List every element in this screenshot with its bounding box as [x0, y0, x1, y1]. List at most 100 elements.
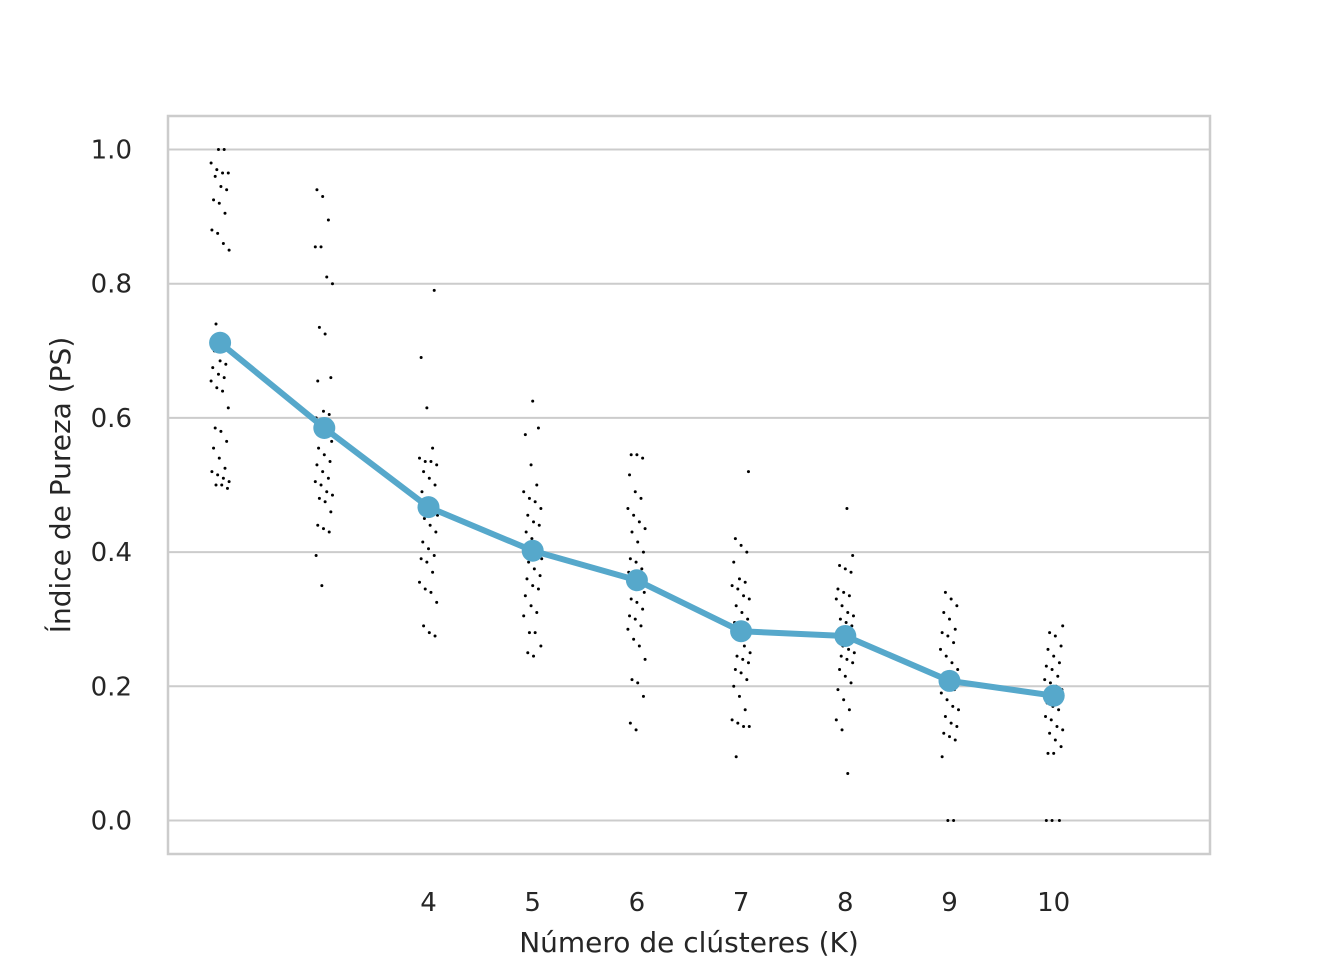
scatter-point — [527, 496, 531, 500]
scatter-point — [641, 607, 645, 611]
scatter-point — [316, 523, 320, 527]
scatter-point — [844, 621, 848, 625]
scatter-point — [431, 446, 435, 450]
scatter-point — [221, 476, 225, 480]
scatter-point — [746, 470, 750, 474]
scatter-point — [330, 282, 334, 286]
scatter-point — [745, 550, 749, 554]
scatter-point — [225, 188, 229, 192]
scatter-point — [532, 654, 536, 658]
scatter-point — [732, 560, 736, 564]
mean-marker — [417, 496, 440, 519]
scatter-point — [221, 389, 225, 393]
scatter-point — [847, 594, 851, 598]
scatter-point — [838, 564, 842, 568]
scatter-point — [734, 604, 738, 608]
scatter-point — [1052, 654, 1056, 658]
scatter-point — [846, 771, 850, 775]
scatter-point — [730, 584, 734, 588]
y-tick-label: 0.8 — [91, 270, 132, 300]
x-tick-label: 7 — [733, 888, 750, 918]
y-tick-label: 0.2 — [91, 672, 132, 702]
scatter-point — [1048, 731, 1052, 735]
scatter-point — [329, 510, 333, 514]
scatter-point — [321, 195, 325, 199]
scatter-point — [737, 694, 741, 698]
scatter-point — [952, 641, 956, 645]
scatter-point — [532, 567, 536, 571]
x-axis-label: Número de clústeres (K) — [519, 926, 859, 959]
x-tick-label: 9 — [941, 888, 958, 918]
scatter-point — [950, 661, 954, 665]
scatter-point — [742, 594, 746, 598]
scatter-point — [836, 688, 840, 692]
scatter-point — [323, 332, 327, 336]
scatter-point — [538, 574, 542, 578]
scatter-point — [427, 631, 431, 635]
scatter-point — [321, 470, 325, 474]
scatter-point — [533, 631, 537, 635]
scatter-point — [1057, 708, 1061, 712]
scatter-point — [642, 590, 646, 594]
scatter-point — [1049, 718, 1053, 722]
x-tick-label: 5 — [524, 888, 541, 918]
scatter-point — [214, 483, 218, 487]
scatter-point — [314, 553, 318, 557]
scatter-point — [851, 553, 855, 557]
scatter-point — [226, 171, 230, 175]
scatter-point — [955, 604, 959, 608]
scatter-point — [419, 557, 423, 561]
scatter-point — [849, 570, 853, 574]
scatter-point — [748, 651, 752, 655]
scatter-point — [210, 470, 214, 474]
scatter-point — [840, 604, 844, 608]
scatter-point — [628, 721, 632, 725]
scatter-point — [747, 725, 751, 729]
scatter-point — [212, 446, 216, 450]
scatter-point — [226, 406, 230, 410]
scatter-point — [733, 668, 737, 671]
scatter-point — [953, 627, 957, 631]
scatter-point — [319, 483, 323, 487]
scatter-point — [730, 718, 734, 722]
scatter-point — [630, 678, 634, 682]
scatter-point — [423, 460, 427, 464]
scatter-point — [1044, 664, 1048, 668]
scatter-point — [1050, 668, 1054, 671]
y-axis-ticks: 0.0 0.2 0.4 0.6 0.8 1.0 — [91, 136, 132, 837]
scatter-point — [533, 500, 537, 504]
y-axis-label: Índice de Pureza (PS) — [43, 337, 77, 634]
scatter-point — [733, 537, 737, 541]
scatter-point — [628, 557, 632, 561]
scatter-point — [536, 426, 540, 430]
scatter-point — [851, 661, 855, 665]
scatter-point — [328, 460, 332, 464]
scatter-point — [427, 547, 430, 551]
scatter-point — [745, 678, 749, 682]
scatter-point — [849, 681, 853, 685]
scatter-point — [629, 597, 633, 601]
scatter-point — [836, 587, 840, 591]
plot-frame — [166, 114, 1212, 856]
scatter-point — [223, 211, 227, 215]
scatter-point — [315, 188, 319, 192]
mean-marker — [313, 416, 336, 439]
scatter-point — [943, 590, 947, 594]
scatter-point — [633, 617, 637, 621]
scatter-point — [847, 647, 851, 651]
scatter-point — [742, 644, 746, 648]
scatter-point — [432, 288, 436, 292]
scatter-point — [317, 496, 321, 500]
mean-line-series — [209, 331, 1065, 707]
x-tick-label: 10 — [1037, 888, 1070, 918]
scatter-point — [939, 691, 943, 695]
scatter-point — [433, 634, 437, 638]
scatter-point — [949, 597, 953, 601]
y-tick-label: 0.4 — [91, 538, 132, 568]
scatter-point — [317, 325, 321, 329]
scatter-point — [327, 530, 331, 534]
scatter-point — [842, 590, 846, 594]
scatter-point — [418, 580, 421, 584]
mean-marker — [730, 620, 753, 643]
scatter-point — [1046, 751, 1050, 755]
